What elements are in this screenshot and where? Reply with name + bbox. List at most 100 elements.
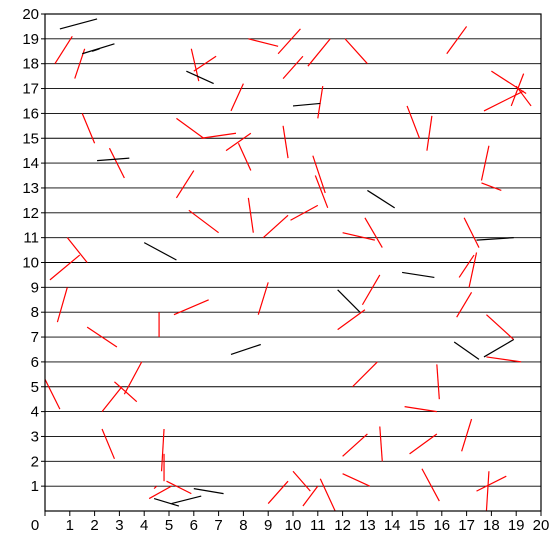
y-tick-label-1: 1 bbox=[31, 478, 39, 495]
y-tick-label-5: 5 bbox=[31, 379, 39, 396]
red-segment-31 bbox=[481, 183, 501, 190]
red-segment-35 bbox=[511, 74, 523, 106]
segment-marks bbox=[45, 19, 531, 511]
black-segment-8 bbox=[144, 243, 176, 260]
red-segment-9 bbox=[283, 126, 288, 158]
y-tick-label-6: 6 bbox=[31, 354, 39, 371]
red-segment-57 bbox=[437, 364, 439, 399]
red-segment-60 bbox=[462, 419, 472, 451]
red-segment-69 bbox=[293, 471, 310, 491]
red-segment-33 bbox=[484, 91, 524, 111]
red-segment-44 bbox=[45, 379, 60, 409]
y-tick-label-4: 4 bbox=[31, 404, 39, 421]
y-tick-label-15: 15 bbox=[22, 130, 39, 147]
red-segment-53 bbox=[457, 292, 472, 317]
red-segment-5 bbox=[176, 118, 203, 138]
x-tick-label-13: 13 bbox=[359, 517, 376, 534]
red-segment-75 bbox=[102, 429, 114, 459]
red-segment-67 bbox=[303, 486, 318, 506]
black-segment-11 bbox=[338, 290, 360, 312]
red-segment-27 bbox=[231, 84, 243, 111]
red-segment-41 bbox=[102, 387, 122, 412]
x-tick-label-18: 18 bbox=[483, 517, 500, 534]
y-tick-label-12: 12 bbox=[22, 205, 39, 222]
x-tick-label-15: 15 bbox=[409, 517, 426, 534]
x-tick-label-0: 0 bbox=[31, 517, 39, 534]
red-segment-55 bbox=[486, 315, 513, 340]
y-tick-label-8: 8 bbox=[31, 304, 39, 321]
axes bbox=[41, 14, 541, 516]
x-tick-label-19: 19 bbox=[508, 517, 525, 534]
red-segment-38 bbox=[67, 238, 87, 263]
red-segment-26 bbox=[345, 39, 367, 64]
red-segment-6 bbox=[201, 133, 236, 138]
red-segment-66 bbox=[486, 471, 488, 511]
x-tick-label-1: 1 bbox=[66, 517, 74, 534]
black-segment-6 bbox=[97, 158, 129, 160]
red-segment-28 bbox=[407, 106, 419, 138]
red-segment-63 bbox=[343, 474, 370, 486]
x-tick-label-17: 17 bbox=[458, 517, 475, 534]
black-segment-5 bbox=[293, 103, 320, 105]
red-segment-25 bbox=[308, 39, 330, 66]
black-segment-12 bbox=[231, 345, 261, 355]
red-segment-23 bbox=[278, 29, 300, 54]
y-tick-label-19: 19 bbox=[22, 31, 39, 48]
red-segment-49 bbox=[362, 275, 379, 305]
y-tick-label-20: 20 bbox=[22, 6, 39, 23]
x-tick-label-8: 8 bbox=[239, 517, 247, 534]
red-segment-37 bbox=[50, 255, 80, 280]
red-segment-3 bbox=[82, 113, 94, 143]
x-tick-label-12: 12 bbox=[334, 517, 351, 534]
x-tick-label-7: 7 bbox=[214, 517, 222, 534]
red-segment-30 bbox=[447, 26, 467, 53]
red-segment-8 bbox=[238, 143, 250, 170]
red-segment-15 bbox=[263, 215, 288, 237]
red-segment-39 bbox=[57, 287, 67, 322]
y-tick-label-7: 7 bbox=[31, 329, 39, 346]
red-segment-22 bbox=[248, 39, 278, 46]
x-tick-label-20: 20 bbox=[533, 517, 550, 534]
x-tick-label-4: 4 bbox=[140, 517, 148, 534]
y-tick-label-3: 3 bbox=[31, 428, 39, 445]
black-segment-10 bbox=[402, 272, 434, 277]
red-segment-65 bbox=[477, 476, 507, 491]
x-tick-label-14: 14 bbox=[384, 517, 401, 534]
red-segment-70 bbox=[268, 481, 288, 503]
red-segment-62 bbox=[380, 427, 382, 462]
x-tick-label-9: 9 bbox=[264, 517, 272, 534]
red-segment-10 bbox=[313, 156, 325, 193]
black-segment-4 bbox=[186, 71, 213, 83]
black-segment-7 bbox=[367, 190, 394, 207]
red-segment-64 bbox=[422, 469, 439, 501]
black-segment-13 bbox=[454, 342, 479, 359]
red-segment-54 bbox=[464, 218, 479, 248]
red-segment-7 bbox=[226, 133, 251, 150]
red-segment-29 bbox=[427, 116, 432, 151]
red-segment-1 bbox=[55, 36, 72, 63]
y-tick-label-11: 11 bbox=[23, 230, 39, 247]
red-segment-43 bbox=[124, 362, 141, 394]
y-tick-label-17: 17 bbox=[22, 81, 39, 98]
red-segment-56 bbox=[486, 357, 521, 362]
x-tick-label-5: 5 bbox=[165, 517, 173, 534]
red-segment-68 bbox=[320, 479, 335, 511]
y-tick-label-2: 2 bbox=[31, 453, 39, 470]
y-tick-label-14: 14 bbox=[22, 155, 39, 172]
x-tick-label-11: 11 bbox=[310, 517, 326, 534]
y-tick-label-13: 13 bbox=[22, 180, 39, 197]
red-segment-59 bbox=[410, 434, 437, 454]
y-tick-label-18: 18 bbox=[22, 56, 39, 73]
red-segment-71 bbox=[149, 486, 171, 498]
red-segment-58 bbox=[405, 407, 437, 412]
black-segment-15 bbox=[194, 489, 224, 494]
y-tick-label-10: 10 bbox=[22, 255, 39, 272]
red-segment-48 bbox=[338, 310, 365, 330]
red-segment-50 bbox=[353, 362, 378, 387]
black-segment-1 bbox=[60, 19, 97, 29]
y-tick-label-16: 16 bbox=[22, 105, 39, 122]
red-segment-19 bbox=[365, 218, 382, 248]
red-segment-13 bbox=[189, 210, 219, 232]
